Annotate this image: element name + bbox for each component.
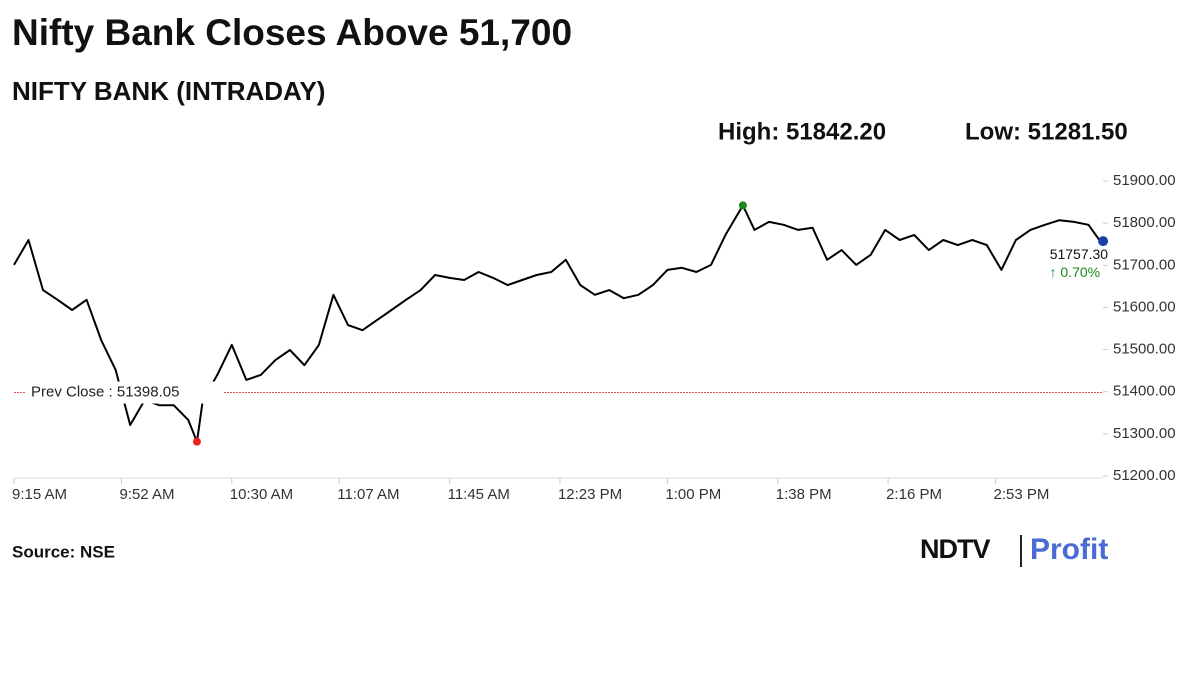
x-tick-label: 2:16 PM [886,486,942,503]
source: Source: NSE [12,542,115,561]
logo-left: NDTV [920,534,990,564]
high-label: High: 51842.20 [718,118,886,145]
chart-subtitle: NIFTY BANK (INTRADAY) [12,76,325,106]
logo-right: Profit [1030,533,1108,566]
x-tick-label: 9:15 AM [12,486,67,503]
x-tick-label: 11:07 AM [337,486,399,503]
x-tick-label: 9:52 AM [119,486,174,503]
y-tick-label: 51200.00 [1113,467,1176,484]
prev-close-label-bg [26,381,224,404]
x-tick-label: 2:53 PM [994,486,1050,503]
x-tick-label: 1:00 PM [665,486,721,503]
last-marker [1098,236,1109,247]
y-tick-label: 51300.00 [1113,425,1176,442]
high-marker [738,201,747,210]
y-tick-label: 51800.00 [1113,214,1176,231]
x-tick-label: 10:30 AM [230,486,293,503]
y-tick-label: 51500.00 [1113,341,1176,358]
y-tick-label: 51700.00 [1113,256,1176,273]
x-tick-label: 12:23 PM [558,486,622,503]
x-tick-label: 11:45 AM [448,486,510,503]
last-change-label: ↑ 0.70% [1050,264,1101,280]
last-value-label: 51757.30 [1050,246,1109,262]
y-tick-label: 51600.00 [1113,298,1176,315]
y-tick-label: 51900.00 [1113,172,1176,189]
price-line [13,204,1101,443]
low-marker [192,437,201,446]
x-tick-label: 1:38 PM [776,486,832,503]
y-tick-label: 51400.00 [1113,383,1176,400]
prev-close-label: Prev Close : 51398.05 [31,384,179,401]
low-label: Low: 51281.50 [965,118,1128,145]
chart-title: Nifty Bank Closes Above 51,700 [12,12,572,53]
